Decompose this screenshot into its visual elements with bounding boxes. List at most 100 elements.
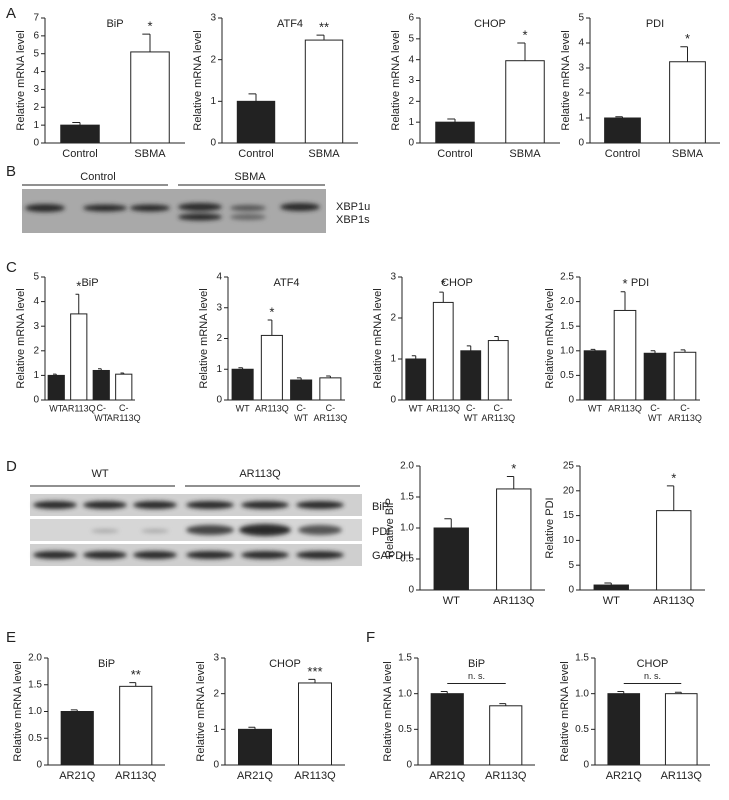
y-tick-label: 5 xyxy=(578,13,584,24)
x-tick-label: Control xyxy=(437,148,472,160)
y-tick-label: 5 xyxy=(408,33,414,44)
error-bar xyxy=(615,116,623,118)
y-tick-label: 3 xyxy=(33,321,39,332)
y-tick-label: 3 xyxy=(216,302,222,313)
chart-title: ATF4 xyxy=(277,18,303,30)
y-axis-label: Relative BiP xyxy=(384,498,396,558)
significance: ** xyxy=(319,20,329,35)
y-tick-label: 6 xyxy=(408,13,414,24)
band-label: XBP1s xyxy=(336,214,370,226)
significance: * xyxy=(522,27,527,42)
y-tick-label: 15 xyxy=(563,510,575,521)
x-tick-label: SBMA xyxy=(134,148,166,160)
y-tick-label: 1.5 xyxy=(575,653,589,664)
y-tick-label: 2 xyxy=(210,54,216,65)
y-axis-label: Relative mRNA level xyxy=(382,661,394,761)
error-bar xyxy=(411,355,417,359)
y-axis-label: Relative PDI xyxy=(544,497,556,558)
y-tick-label: 2 xyxy=(33,102,39,113)
group-label: AR113Q xyxy=(239,468,281,480)
error-bar xyxy=(70,709,78,712)
significance: * xyxy=(622,276,627,291)
blot-image xyxy=(22,189,326,233)
y-tick-label: 1.5 xyxy=(398,653,412,664)
y-tick-label: 5 xyxy=(33,272,39,283)
y-tick-label: 0 xyxy=(390,395,396,406)
x-tick-label: Control xyxy=(238,148,273,160)
significance: * xyxy=(685,31,690,46)
significance: * xyxy=(76,279,81,294)
y-tick-label: 0 xyxy=(568,585,574,596)
significance: * xyxy=(147,19,152,34)
y-tick-label: 1 xyxy=(210,96,216,107)
y-tick-label: 0.5 xyxy=(398,724,412,735)
bar xyxy=(643,352,667,401)
error-bar xyxy=(248,93,257,102)
bar xyxy=(432,301,454,401)
error-bar xyxy=(98,368,102,371)
x-tick-label: AR113Q xyxy=(608,403,642,413)
error-bar xyxy=(75,293,80,314)
y-axis-label: Relative mRNA level xyxy=(559,661,571,761)
significance: ** xyxy=(131,667,141,682)
y-tick-label: 5 xyxy=(568,560,574,571)
y-tick-label: 6 xyxy=(33,30,39,41)
x-tick-label: C-AR113Q xyxy=(481,403,515,423)
bar xyxy=(60,711,94,766)
y-axis-label: Relative mRNA level xyxy=(15,30,27,130)
y-tick-label: 0 xyxy=(568,395,574,406)
blot-b: Control SBMA XBP1u XBP1s xyxy=(22,171,370,233)
y-tick-label: 2 xyxy=(390,313,396,324)
y-tick-label: 1 xyxy=(33,120,39,131)
error-bar xyxy=(666,485,675,511)
y-tick-label: 0 xyxy=(216,395,222,406)
bar xyxy=(460,350,482,401)
y-tick-label: 10 xyxy=(563,535,575,546)
error-bar xyxy=(650,350,656,354)
error-bar xyxy=(674,691,682,694)
error-bar xyxy=(444,518,452,528)
bar xyxy=(238,728,272,766)
bar xyxy=(236,100,276,144)
x-tick-label: AR113Q xyxy=(493,595,535,607)
y-tick-label: 3 xyxy=(213,653,219,664)
y-tick-label: 0 xyxy=(210,138,216,149)
bar xyxy=(115,373,133,401)
x-tick-label: WT xyxy=(49,403,63,413)
x-tick-label: AR113Q xyxy=(115,770,157,782)
bracket-label: n. s. xyxy=(468,671,485,681)
significance: * xyxy=(671,470,676,485)
y-tick-label: 2.0 xyxy=(400,461,414,472)
bar xyxy=(70,313,88,401)
bar xyxy=(496,488,532,591)
y-tick-label: 0 xyxy=(36,760,42,771)
error-bar xyxy=(617,691,625,694)
y-tick-label: 4 xyxy=(216,272,222,283)
panel-label: C xyxy=(6,259,17,276)
x-tick-label: C-WT xyxy=(648,403,662,423)
y-tick-label: 0 xyxy=(578,138,584,149)
y-axis-label: Relative mRNA level xyxy=(390,30,402,130)
error-bar xyxy=(604,582,612,586)
y-tick-label: 2.5 xyxy=(560,272,574,283)
group-label: Control xyxy=(80,171,115,183)
y-tick-label: 1 xyxy=(578,113,584,124)
y-tick-label: 1 xyxy=(390,354,396,365)
error-bar xyxy=(248,726,256,730)
panel-label: F xyxy=(366,629,375,646)
x-tick-label: AR113Q xyxy=(653,595,695,607)
y-axis-label: Relative mRNA level xyxy=(12,661,24,761)
x-tick-label: WT xyxy=(588,403,602,413)
error-bar xyxy=(120,372,125,375)
y-tick-label: 1.0 xyxy=(28,706,42,717)
error-bar xyxy=(129,682,137,687)
chart-title: PDI xyxy=(631,277,649,289)
x-tick-label: WT xyxy=(443,595,460,607)
bar xyxy=(119,685,153,766)
error-bar xyxy=(440,691,448,694)
y-axis-label: Relative mRNA level xyxy=(372,288,384,388)
y-tick-label: 0 xyxy=(583,760,589,771)
y-tick-label: 7 xyxy=(33,13,39,24)
error-bar xyxy=(447,118,456,123)
bar xyxy=(430,693,464,766)
